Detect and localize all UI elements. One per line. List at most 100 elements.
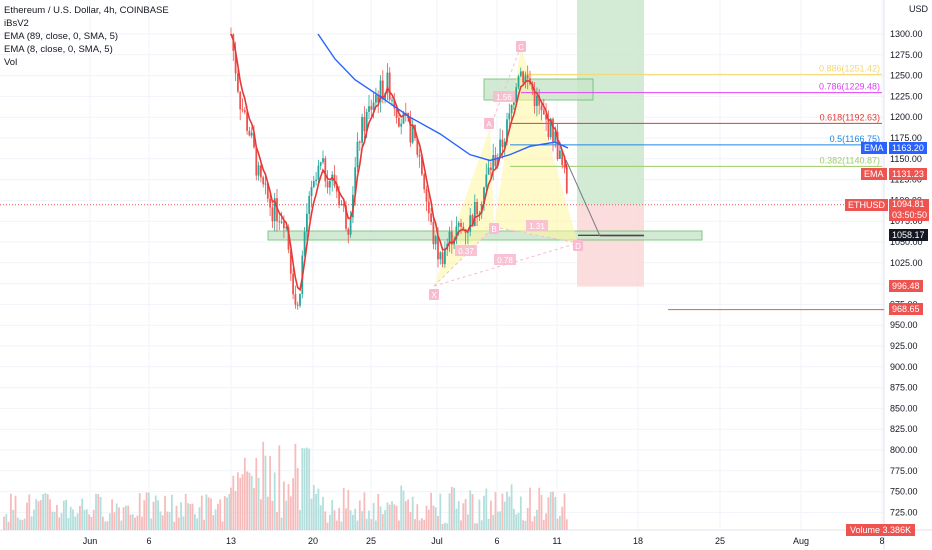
level-tag-996: 996.48 — [889, 280, 923, 292]
volume-bar — [335, 520, 338, 530]
volume-bar — [425, 505, 428, 530]
volume-bar — [187, 503, 189, 530]
svg-text:A: A — [486, 120, 492, 129]
pattern-ac-line — [489, 45, 522, 129]
volume-bar — [324, 511, 327, 530]
candle-body — [260, 165, 262, 178]
indicator-ema-8[interactable]: EMA (8, close, 0, SMA, 5) — [4, 44, 113, 55]
time-axis-label: 13 — [226, 536, 236, 546]
volume-bar — [273, 472, 276, 530]
volume-bar — [230, 487, 232, 530]
volume-bar — [278, 445, 281, 530]
candle-body — [299, 294, 301, 306]
candle-body — [262, 177, 265, 185]
price-tick-label: 825.00 — [890, 424, 918, 434]
candle-body — [526, 75, 529, 79]
candle-body — [547, 119, 550, 138]
indicator-volume[interactable]: Vol — [4, 57, 18, 68]
volume-bar — [21, 519, 24, 530]
svg-text:B: B — [491, 225, 496, 234]
volume-bar — [157, 500, 159, 530]
volume-bar — [540, 494, 543, 530]
indicator-ibsv2[interactable]: iBsV2 — [4, 18, 29, 29]
volume-bar — [508, 496, 511, 530]
volume-bar — [519, 496, 522, 530]
time-axis-label: 18 — [633, 536, 643, 546]
pattern-point-x[interactable]: X — [429, 289, 439, 300]
pattern-point-d[interactable]: D — [573, 240, 583, 251]
volume-bar — [246, 471, 248, 530]
volume-bar — [248, 472, 251, 530]
volume-bar — [363, 492, 366, 530]
fib-level-label: 0.886(1251.42) — [819, 63, 880, 73]
volume-bar — [257, 477, 260, 530]
volume-bar — [345, 508, 347, 530]
candle-body — [308, 195, 311, 214]
volume-bar — [464, 499, 467, 530]
volume-bar — [338, 507, 340, 530]
volume-bar — [365, 518, 368, 530]
candle-body — [388, 72, 391, 100]
indicator-ema-89[interactable]: EMA (89, close, 0, SMA, 5) — [4, 31, 119, 42]
volume-bar — [269, 455, 271, 530]
time-axis-label: Jun — [83, 536, 98, 546]
price-tick-label: 1225.00 — [890, 91, 923, 101]
volume-bar — [418, 520, 421, 530]
pattern-point-c[interactable]: C — [516, 41, 526, 52]
candle-body — [280, 221, 283, 223]
candle-body — [239, 91, 242, 110]
ema-slow-label-tag: EMA — [861, 142, 887, 154]
volume-bar — [189, 503, 192, 530]
fib-level-label: 0.618(1192.63) — [820, 112, 880, 122]
price-tick-label: 1250.00 — [890, 71, 923, 81]
volume-bar — [280, 517, 283, 530]
candle-body — [310, 187, 313, 196]
pattern-point-b[interactable]: B — [489, 223, 499, 234]
currency-label: USD — [908, 4, 928, 14]
price-tick-label: 725.00 — [890, 507, 918, 517]
candle-body — [257, 165, 260, 176]
pattern-point-a[interactable]: A — [484, 118, 494, 129]
pattern-bd-line — [493, 226, 579, 244]
time-axis-label: 25 — [366, 536, 376, 546]
candle-body — [294, 294, 297, 305]
time-axis-label: 20 — [308, 536, 318, 546]
volume-bar — [315, 493, 317, 530]
candle-body — [234, 50, 237, 74]
candle-body — [506, 119, 508, 143]
candle-body — [347, 228, 350, 235]
candle-body — [554, 131, 557, 142]
candle-body — [549, 118, 552, 138]
candle-body — [483, 187, 485, 205]
candle-body — [349, 217, 352, 235]
candle-body — [565, 167, 568, 194]
volume-bar — [462, 503, 465, 530]
volume-bar — [173, 521, 176, 530]
volume-bar — [469, 490, 472, 530]
ema-slow-value-tag: 1163.20 — [889, 142, 927, 154]
volume-bar — [358, 500, 361, 530]
pattern-xab-triangle — [434, 128, 494, 286]
long-target-zone — [577, 0, 644, 205]
volume-bar — [23, 518, 26, 530]
candle-body — [398, 117, 400, 127]
volume-bar — [487, 518, 490, 530]
volume-bar — [533, 516, 536, 530]
volume-bar — [517, 512, 520, 530]
volume-bar — [120, 520, 123, 530]
candle-body — [421, 156, 423, 175]
volume-bar — [16, 517, 19, 530]
price-tick-label: 1275.00 — [890, 50, 923, 60]
volume-bar — [559, 515, 561, 530]
candle-body — [315, 179, 317, 182]
candle-body — [292, 273, 294, 295]
candle-body — [473, 202, 476, 227]
volume-bar — [200, 495, 203, 530]
symbol-title[interactable]: Ethereum / U.S. Dollar, 4h, COINBASE — [4, 5, 169, 16]
volume-bar — [217, 503, 219, 530]
volume-bar — [60, 513, 63, 530]
volume-bar — [513, 508, 515, 530]
volume-bar — [46, 494, 49, 530]
volume-bar — [565, 519, 568, 530]
